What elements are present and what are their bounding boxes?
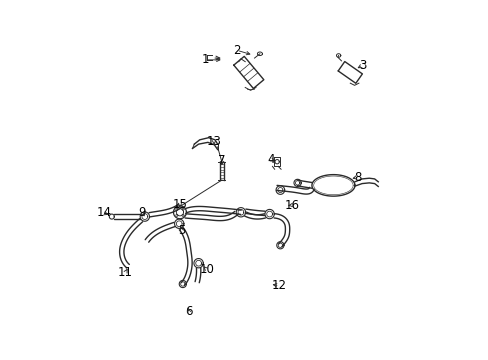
Text: 1: 1: [201, 53, 208, 66]
Text: 16: 16: [284, 199, 299, 212]
Text: 6: 6: [185, 306, 192, 319]
Text: 4: 4: [266, 153, 274, 166]
Text: 11: 11: [118, 266, 133, 279]
Text: 2: 2: [232, 44, 240, 57]
Text: 15: 15: [172, 198, 187, 211]
Text: 12: 12: [272, 279, 286, 292]
Text: 10: 10: [199, 263, 214, 276]
Text: 13: 13: [206, 135, 221, 148]
Text: 3: 3: [358, 59, 366, 72]
Text: 8: 8: [353, 171, 361, 184]
Text: 9: 9: [138, 206, 145, 219]
Text: 7: 7: [218, 154, 225, 167]
Text: 14: 14: [96, 207, 111, 220]
Text: 5: 5: [178, 224, 185, 237]
